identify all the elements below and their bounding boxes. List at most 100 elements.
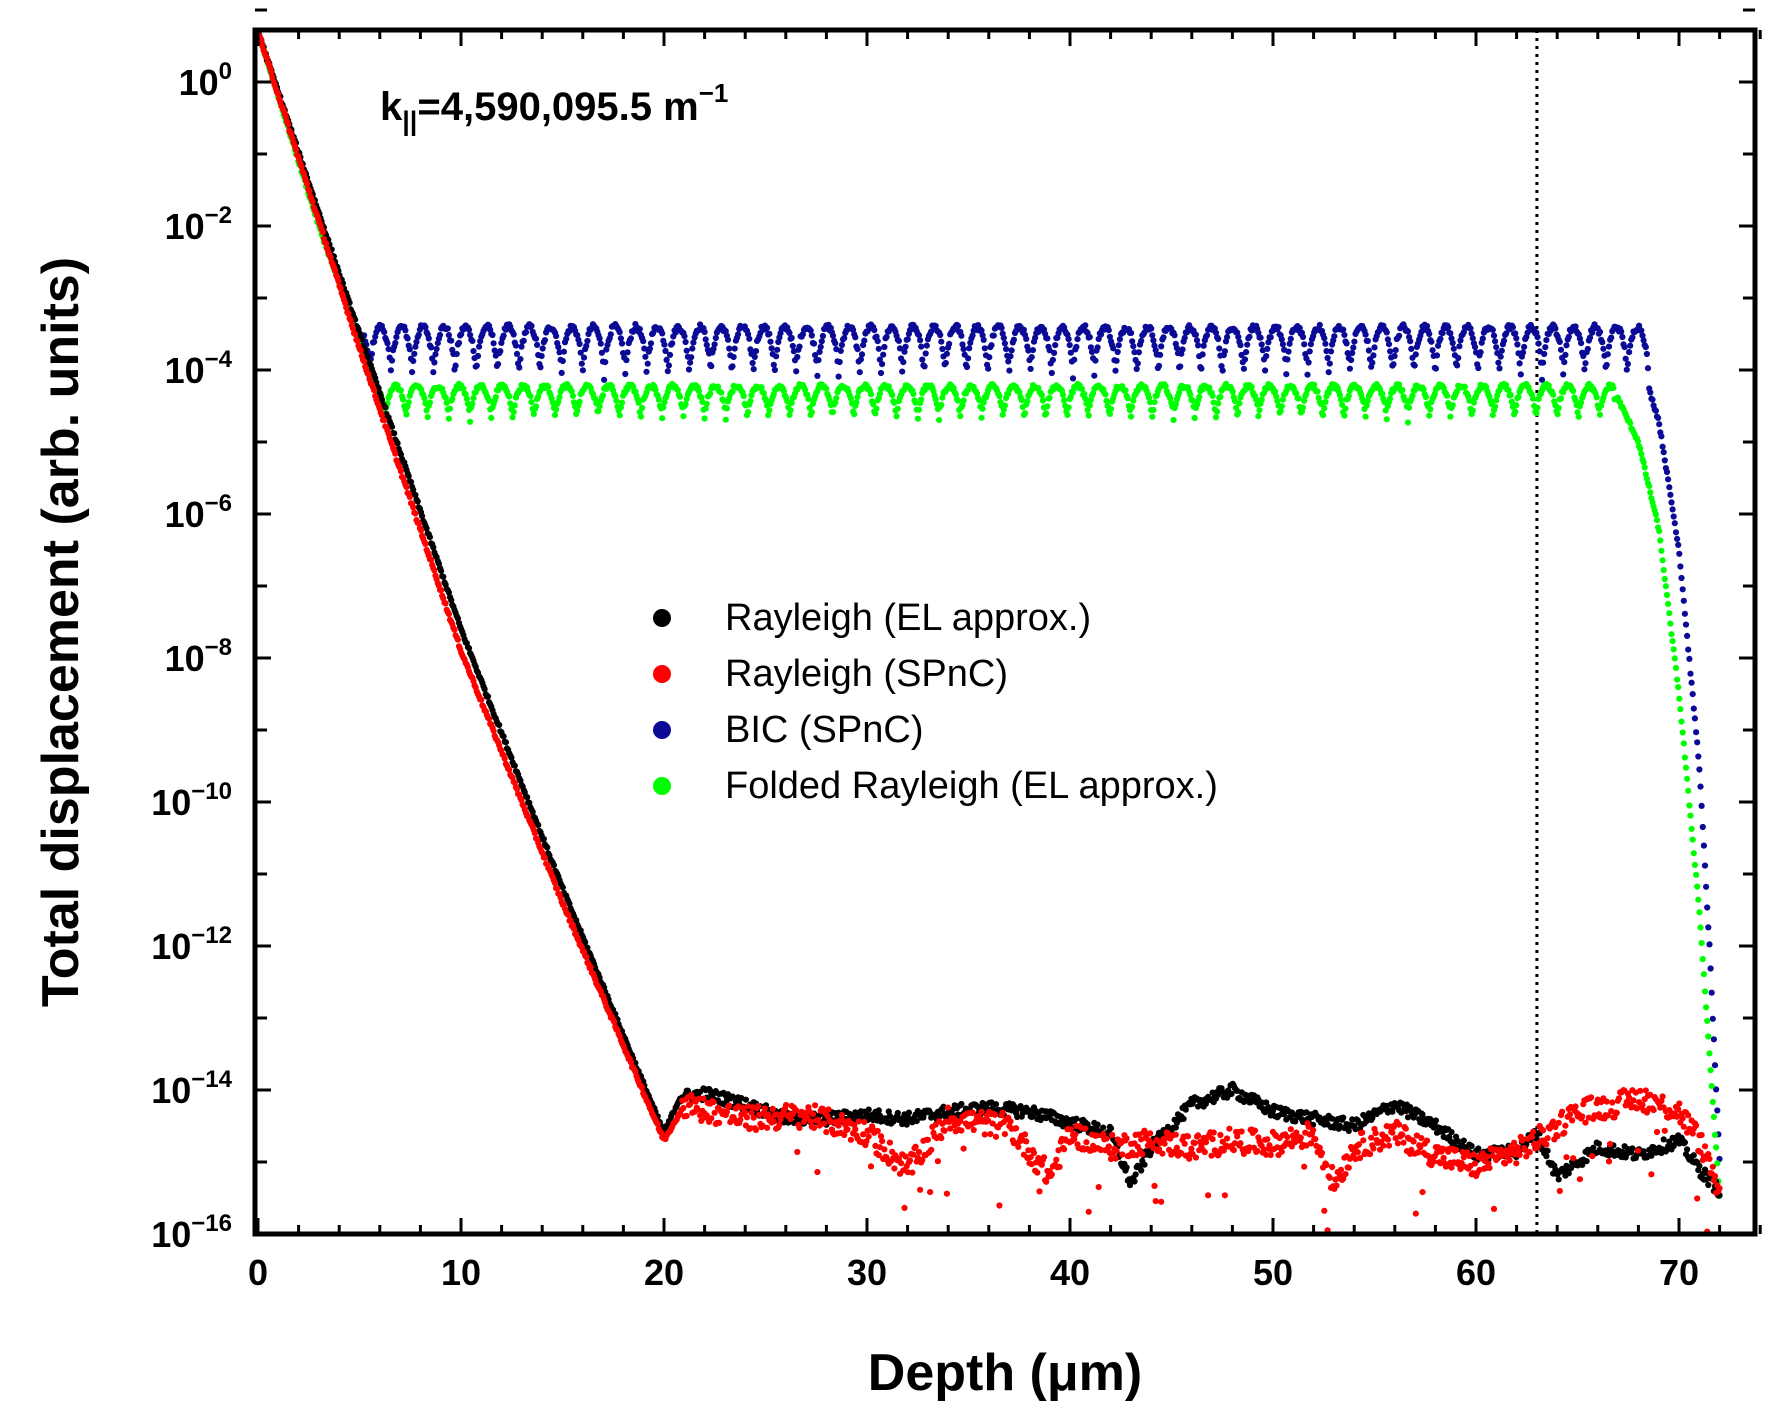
data-point (920, 1114, 927, 1121)
data-point (553, 406, 560, 413)
data-point (903, 1121, 910, 1128)
data-point (404, 335, 411, 342)
data-point (1456, 343, 1463, 350)
data-point (825, 1106, 832, 1113)
data-point (1110, 345, 1117, 352)
data-point (1666, 610, 1673, 617)
data-point (1078, 385, 1086, 392)
data-point (1455, 1138, 1462, 1145)
data-point (1706, 1050, 1713, 1057)
data-point (343, 304, 350, 311)
data-point (409, 369, 416, 376)
data-point (1046, 347, 1053, 354)
data-point (1001, 402, 1009, 409)
data-point (1102, 391, 1109, 398)
data-point (1129, 338, 1136, 345)
data-point (1385, 1142, 1393, 1149)
data-point (1380, 1142, 1387, 1149)
data-point (1316, 321, 1323, 328)
data-point (388, 357, 396, 364)
data-point (669, 340, 676, 347)
data-point (541, 854, 549, 861)
data-point (766, 330, 773, 337)
data-point (1333, 1182, 1340, 1189)
data-point (765, 412, 772, 419)
data-point (345, 310, 352, 317)
data-point (1679, 586, 1686, 593)
data-point (1550, 391, 1557, 398)
data-point (1509, 324, 1516, 331)
data-point (1217, 393, 1224, 400)
data-point (875, 1107, 882, 1114)
data-point (1018, 396, 1025, 404)
data-point (1015, 1143, 1022, 1150)
data-point (489, 331, 496, 339)
data-point (1666, 484, 1673, 491)
data-point (837, 347, 844, 354)
data-point (1086, 402, 1093, 409)
data-point (1684, 632, 1691, 640)
data-point (1198, 365, 1205, 372)
data-point (809, 1111, 817, 1118)
data-point (474, 352, 482, 360)
data-point (1640, 459, 1647, 466)
data-point (335, 277, 342, 284)
data-point (1171, 332, 1178, 339)
data-point (937, 331, 944, 339)
data-point (1596, 411, 1604, 418)
data-point (836, 358, 843, 366)
data-point (947, 1125, 954, 1132)
data-point (415, 520, 422, 527)
data-point (381, 329, 388, 336)
data-point (1201, 1149, 1208, 1156)
data-point (421, 395, 428, 402)
data-point (1542, 344, 1549, 351)
data-point (1705, 1181, 1712, 1189)
data-point (1674, 535, 1681, 543)
data-point (1676, 550, 1683, 557)
data-point (540, 835, 547, 843)
data-point (1608, 334, 1615, 341)
data-point (1467, 325, 1474, 332)
data-point (1001, 1131, 1009, 1138)
data-point (484, 693, 492, 700)
data-point (579, 367, 587, 374)
data-point (1432, 365, 1439, 372)
data-point (1067, 349, 1074, 356)
data-point (1006, 367, 1013, 374)
data-point (1516, 360, 1523, 367)
data-point (1240, 365, 1247, 372)
data-point (969, 332, 976, 339)
data-point (1251, 1127, 1259, 1134)
data-point (1672, 529, 1680, 536)
data-point (463, 395, 470, 402)
data-point (494, 361, 502, 368)
data-point (1228, 1090, 1235, 1097)
data-point (874, 338, 881, 345)
data-point (1687, 670, 1694, 677)
data-point (1161, 1140, 1168, 1147)
data-point (1678, 574, 1685, 582)
data-point (517, 356, 524, 363)
data-point (701, 328, 708, 336)
data-point (829, 409, 837, 416)
data-point (1343, 340, 1350, 347)
data-point (1701, 862, 1709, 869)
data-point (1448, 1129, 1455, 1136)
data-point (1003, 346, 1010, 353)
data-point (1684, 1146, 1691, 1153)
data-point (747, 1125, 754, 1132)
data-point (616, 412, 623, 419)
data-point (1696, 1162, 1703, 1170)
data-point (1170, 416, 1177, 424)
data-point (1379, 390, 1386, 397)
data-point (454, 636, 461, 643)
data-point (760, 390, 767, 397)
data-point (1392, 347, 1399, 354)
data-point (1676, 695, 1683, 702)
data-point (701, 415, 708, 422)
data-point (969, 1109, 976, 1116)
data-point (1351, 338, 1358, 345)
data-point (524, 794, 531, 801)
data-point (635, 399, 642, 406)
